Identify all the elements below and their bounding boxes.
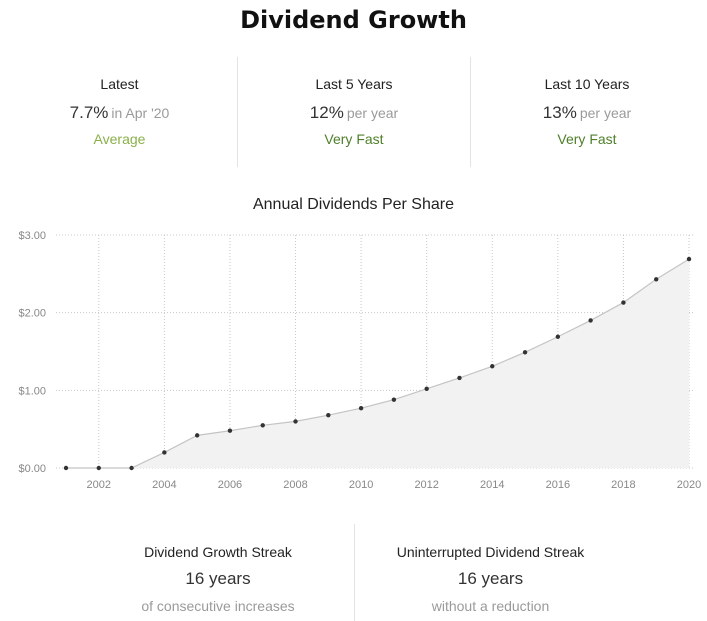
chart-title: Annual Dividends Per Share	[252, 196, 454, 213]
streak-subtext: without a reduction	[431, 598, 550, 614]
x-tick-label: 2008	[283, 479, 307, 491]
series-area	[66, 259, 689, 468]
stat-number: 12%	[309, 103, 344, 122]
data-point	[293, 419, 298, 424]
x-tick-label: 2012	[414, 479, 438, 491]
streak-label: Uninterrupted Dividend Streak	[396, 544, 585, 560]
streak-dividend-growth: Dividend Growth Streak 16 years of conse…	[82, 524, 354, 621]
data-point	[63, 465, 69, 471]
stat-value: 13% per year	[471, 103, 703, 125]
streak-value: 16 years	[457, 569, 524, 588]
stat-last-10-years: Last 10 Years 13% per year Very Fast	[470, 57, 703, 167]
x-tick-label: 2002	[87, 479, 111, 491]
data-point	[326, 412, 331, 418]
data-point	[424, 386, 429, 391]
x-tick-label: 2004	[152, 479, 176, 491]
stat-latest: Latest 7.7% in Apr '20 Average	[3, 57, 236, 167]
data-point	[227, 428, 233, 433]
x-tick-label: 2020	[677, 479, 701, 491]
stat-unit: per year	[346, 105, 399, 121]
stats-row: Latest 7.7% in Apr '20 Average Last 5 Yea…	[0, 57, 707, 167]
data-point	[621, 300, 626, 305]
data-point	[358, 405, 364, 411]
dividends-chart: $0.00 $1.00 $2.00 $3.00 2002 2004 2006 2008 2010…	[18, 230, 701, 491]
y-tick-label: $2.00	[18, 308, 46, 320]
stat-number: 13%	[542, 103, 577, 122]
page-title: Dividend Growth	[240, 6, 467, 34]
streak-value: 16 years	[185, 569, 251, 588]
data-point	[654, 277, 659, 282]
y-tick-label: $0.00	[18, 463, 46, 475]
y-tick-label: $3.00	[18, 230, 46, 242]
data-point	[162, 450, 167, 455]
stat-label: Last 10 Years	[544, 76, 630, 92]
stat-number: 7.7%	[69, 103, 109, 122]
stat-rating: Average	[93, 131, 146, 147]
data-point	[96, 465, 101, 471]
data-point	[490, 364, 495, 369]
data-point	[686, 256, 692, 262]
data-point	[457, 375, 462, 381]
data-point	[391, 397, 397, 402]
stat-label: Last 5 Years	[315, 76, 393, 92]
stat-unit: per year	[579, 105, 632, 121]
data-point	[588, 318, 593, 323]
stat-rating: Very Fast	[557, 131, 617, 147]
data-point	[260, 423, 265, 428]
data-point	[194, 433, 200, 438]
stat-last-5-years: Last 5 Years 12% per year Very Fast	[237, 57, 470, 167]
x-tick-label: 2010	[349, 479, 373, 491]
stat-value: 12% per year	[238, 103, 470, 125]
streak-label: Dividend Growth Streak	[144, 544, 292, 560]
stat-value: 7.7% in Apr '20	[3, 103, 236, 125]
stat-rating: Very Fast	[324, 131, 384, 147]
data-point	[129, 465, 134, 471]
x-tick-label: 2016	[546, 479, 570, 491]
data-point	[522, 350, 528, 355]
x-tick-label: 2018	[611, 479, 635, 491]
x-tick-label: 2006	[218, 479, 242, 491]
series-line	[66, 258, 690, 469]
streak-row: Dividend Growth Streak 16 years of conse…	[0, 524, 707, 621]
y-tick-label: $1.00	[18, 385, 46, 397]
data-point	[555, 334, 561, 339]
stat-label: Latest	[100, 76, 139, 92]
stat-unit: in Apr '20	[111, 105, 170, 121]
x-tick-label: 2014	[480, 479, 504, 491]
streak-uninterrupted: Uninterrupted Dividend Streak 16 years w…	[354, 524, 626, 621]
streak-subtext: of consecutive increases	[141, 598, 295, 614]
